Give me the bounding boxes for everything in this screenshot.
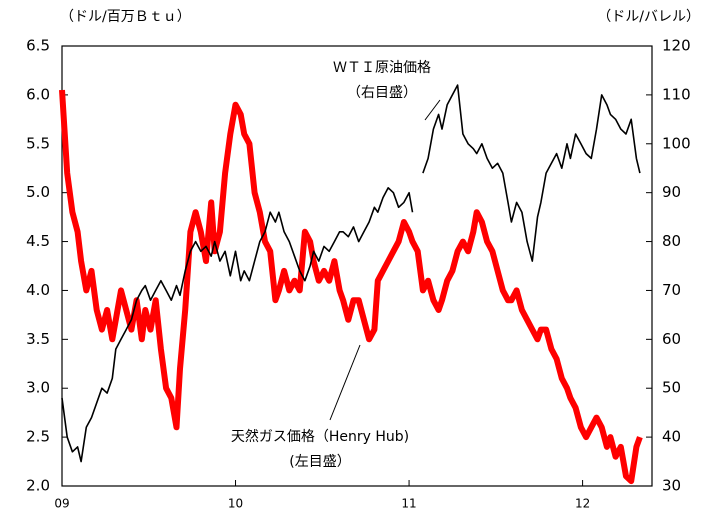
- y2-tick-label: 110: [662, 85, 691, 103]
- series-line: [61, 84, 641, 463]
- annotation: ＷＴＩ原油価格: [333, 60, 431, 76]
- y-tick-label: 4.0: [26, 281, 50, 299]
- y2-tick-label: 30: [662, 477, 681, 495]
- y-tick-label: 3.5: [26, 330, 50, 348]
- leader-line: [329, 344, 361, 421]
- y2-tick-label: 120: [662, 37, 691, 55]
- y2-tick-label: 40: [662, 428, 681, 446]
- y-tick-label: 2.5: [26, 428, 50, 446]
- y2-tick-label: 60: [662, 330, 681, 348]
- y2-tick-label: 70: [662, 281, 681, 299]
- x-tick-label: 11: [401, 497, 416, 511]
- y2-tick-label: 90: [662, 183, 681, 201]
- y-tick-label: 6.0: [26, 85, 50, 103]
- x-tick-label: 12: [575, 497, 590, 511]
- y-tick-label: 4.5: [26, 232, 50, 250]
- x-tick-label: 10: [228, 497, 243, 511]
- y-tick-label: 5.0: [26, 183, 50, 201]
- x-tick-label: 09: [54, 497, 69, 511]
- annotation: (左目盛）: [289, 454, 350, 470]
- y-tick-label: 5.5: [26, 134, 50, 152]
- y2-unit-label: （ドル/バレル）: [597, 9, 700, 25]
- annotation: （右目盛）: [347, 85, 417, 101]
- y2-tick-label: 80: [662, 232, 681, 250]
- annotation: 天然ガス価格（Henry Hub): [231, 428, 409, 445]
- y2-tick-label: 50: [662, 379, 681, 397]
- y-tick-label: 2.0: [26, 477, 50, 495]
- y-tick-label: 3.0: [26, 379, 50, 397]
- y-unit-label: （ドル/百万Ｂｔｕ）: [60, 9, 191, 25]
- y2-tick-label: 100: [662, 134, 691, 152]
- series-line: [59, 89, 643, 485]
- plot-frame: [61, 45, 653, 487]
- y-tick-label: 6.5: [26, 37, 50, 55]
- leader-line: [424, 99, 441, 121]
